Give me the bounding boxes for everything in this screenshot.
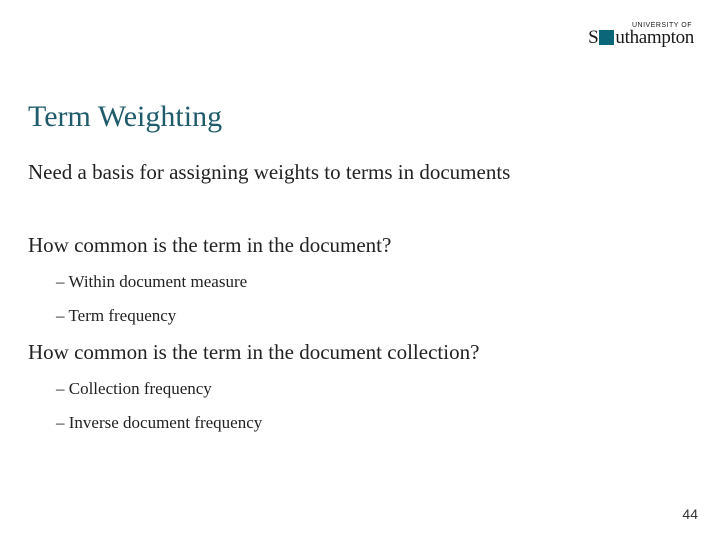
page-number: 44: [682, 506, 698, 522]
logo-rest: uthampton: [615, 27, 694, 49]
q1-sub-b: Term frequency: [56, 306, 692, 326]
logo-mark-icon: [599, 30, 614, 45]
question-2: How common is the term in the document c…: [28, 340, 692, 365]
q1-sub-a: Within document measure: [56, 272, 692, 292]
slide-title: Term Weighting: [28, 100, 222, 134]
logo-first-letter: S: [588, 27, 598, 49]
q2-sub-b: Inverse document frequency: [56, 413, 692, 433]
logo-wordmark: S uthampton: [588, 27, 694, 49]
slide: UNIVERSITY OF S uthampton Term Weighting…: [0, 0, 720, 540]
lead-text: Need a basis for assigning weights to te…: [28, 160, 692, 185]
university-logo: UNIVERSITY OF S uthampton: [588, 22, 694, 49]
question-1: How common is the term in the document?: [28, 233, 692, 258]
q2-sub-a: Collection frequency: [56, 379, 692, 399]
slide-body: Need a basis for assigning weights to te…: [28, 160, 692, 447]
